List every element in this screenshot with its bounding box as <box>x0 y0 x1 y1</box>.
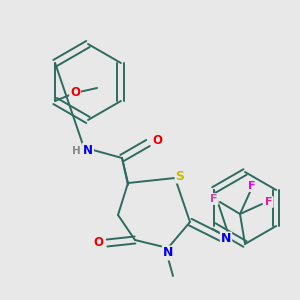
Text: O: O <box>70 86 80 100</box>
Text: N: N <box>83 143 93 157</box>
Text: F: F <box>265 197 273 207</box>
Text: O: O <box>152 134 162 146</box>
Text: H: H <box>72 146 80 156</box>
Text: S: S <box>176 169 184 182</box>
Text: O: O <box>93 236 103 250</box>
Text: N: N <box>221 232 231 245</box>
Text: N: N <box>163 247 173 260</box>
Text: F: F <box>210 194 218 204</box>
Text: F: F <box>248 181 256 191</box>
